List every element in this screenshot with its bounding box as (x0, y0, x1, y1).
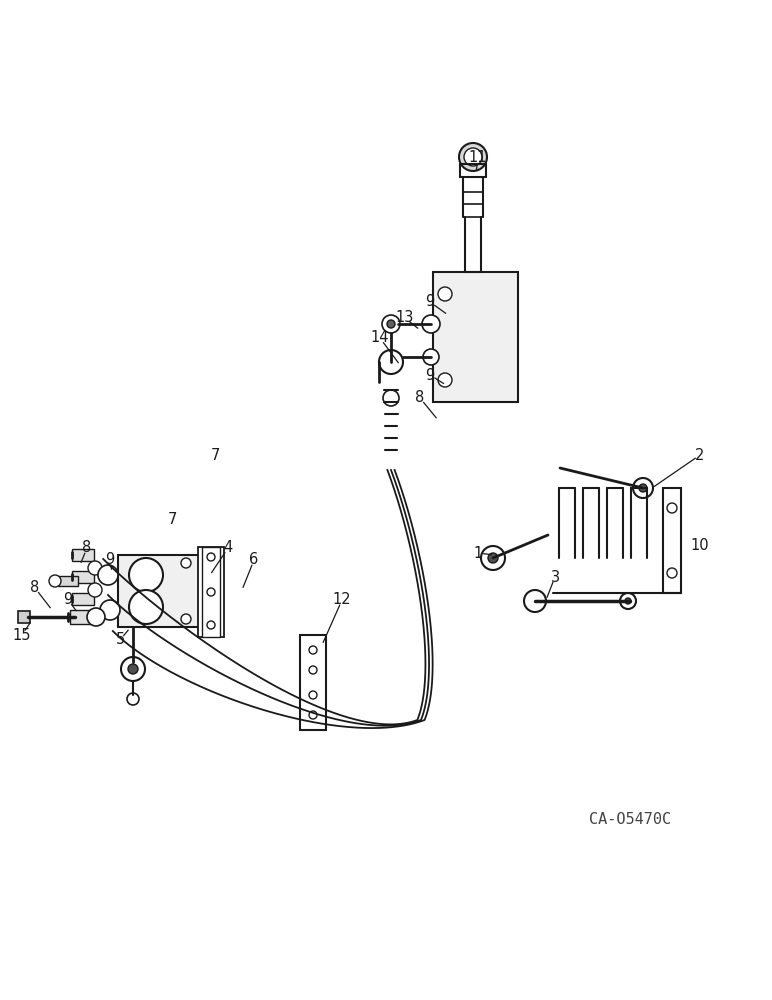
Bar (198, 547, 224, 637)
Bar (72, 593, 94, 605)
Text: 12: 12 (333, 592, 351, 607)
Text: 8: 8 (83, 540, 92, 556)
Circle shape (207, 588, 215, 596)
Circle shape (181, 614, 191, 624)
Bar (58, 576, 78, 586)
Circle shape (87, 608, 105, 626)
Bar (72, 549, 94, 561)
Circle shape (667, 568, 677, 578)
Circle shape (129, 590, 163, 624)
Text: 4: 4 (223, 540, 232, 556)
Text: 9: 9 (425, 294, 435, 310)
Circle shape (524, 590, 546, 612)
Bar (202, 547, 220, 637)
Circle shape (88, 583, 102, 597)
Text: 9: 9 (425, 367, 435, 382)
Circle shape (207, 621, 215, 629)
Bar (433, 272, 518, 402)
Bar (118, 555, 200, 627)
Text: 8: 8 (30, 580, 39, 595)
Circle shape (639, 484, 647, 492)
Circle shape (481, 546, 505, 570)
Text: 14: 14 (371, 330, 389, 346)
Circle shape (459, 143, 487, 171)
Bar (72, 571, 94, 583)
Circle shape (121, 657, 145, 681)
Bar (70, 610, 100, 624)
Circle shape (464, 148, 482, 166)
Text: 10: 10 (691, 538, 709, 552)
Text: 9: 9 (105, 552, 114, 568)
Bar (18, 611, 30, 623)
Text: 2: 2 (696, 448, 705, 462)
Text: 1: 1 (473, 546, 482, 560)
Circle shape (488, 553, 498, 563)
Circle shape (207, 553, 215, 561)
Circle shape (127, 693, 139, 705)
Text: 6: 6 (249, 552, 259, 568)
Circle shape (423, 349, 439, 365)
Circle shape (667, 503, 677, 513)
Text: 8: 8 (415, 390, 425, 406)
Circle shape (309, 711, 317, 719)
Circle shape (309, 646, 317, 654)
Text: 9: 9 (63, 592, 73, 607)
Circle shape (387, 320, 395, 328)
Circle shape (633, 478, 653, 498)
Circle shape (129, 558, 163, 592)
Circle shape (379, 350, 403, 374)
Circle shape (620, 593, 636, 609)
Text: 7: 7 (168, 512, 177, 528)
Text: 3: 3 (550, 570, 560, 584)
Bar (300, 635, 326, 730)
Circle shape (383, 390, 399, 406)
Text: 13: 13 (396, 310, 415, 326)
Text: 5: 5 (115, 633, 124, 648)
Circle shape (98, 565, 118, 585)
Text: 7: 7 (210, 448, 220, 462)
Circle shape (382, 315, 400, 333)
Circle shape (438, 287, 452, 301)
Circle shape (49, 575, 61, 587)
Bar (663, 488, 681, 593)
Text: 15: 15 (13, 628, 31, 643)
Circle shape (309, 691, 317, 699)
Circle shape (625, 598, 631, 604)
Circle shape (422, 315, 440, 333)
Circle shape (128, 664, 138, 674)
Text: 11: 11 (469, 150, 487, 165)
Circle shape (181, 558, 191, 568)
Text: CA-O5470C: CA-O5470C (589, 812, 671, 828)
Circle shape (100, 600, 120, 620)
Circle shape (88, 561, 102, 575)
Circle shape (438, 373, 452, 387)
Circle shape (309, 666, 317, 674)
